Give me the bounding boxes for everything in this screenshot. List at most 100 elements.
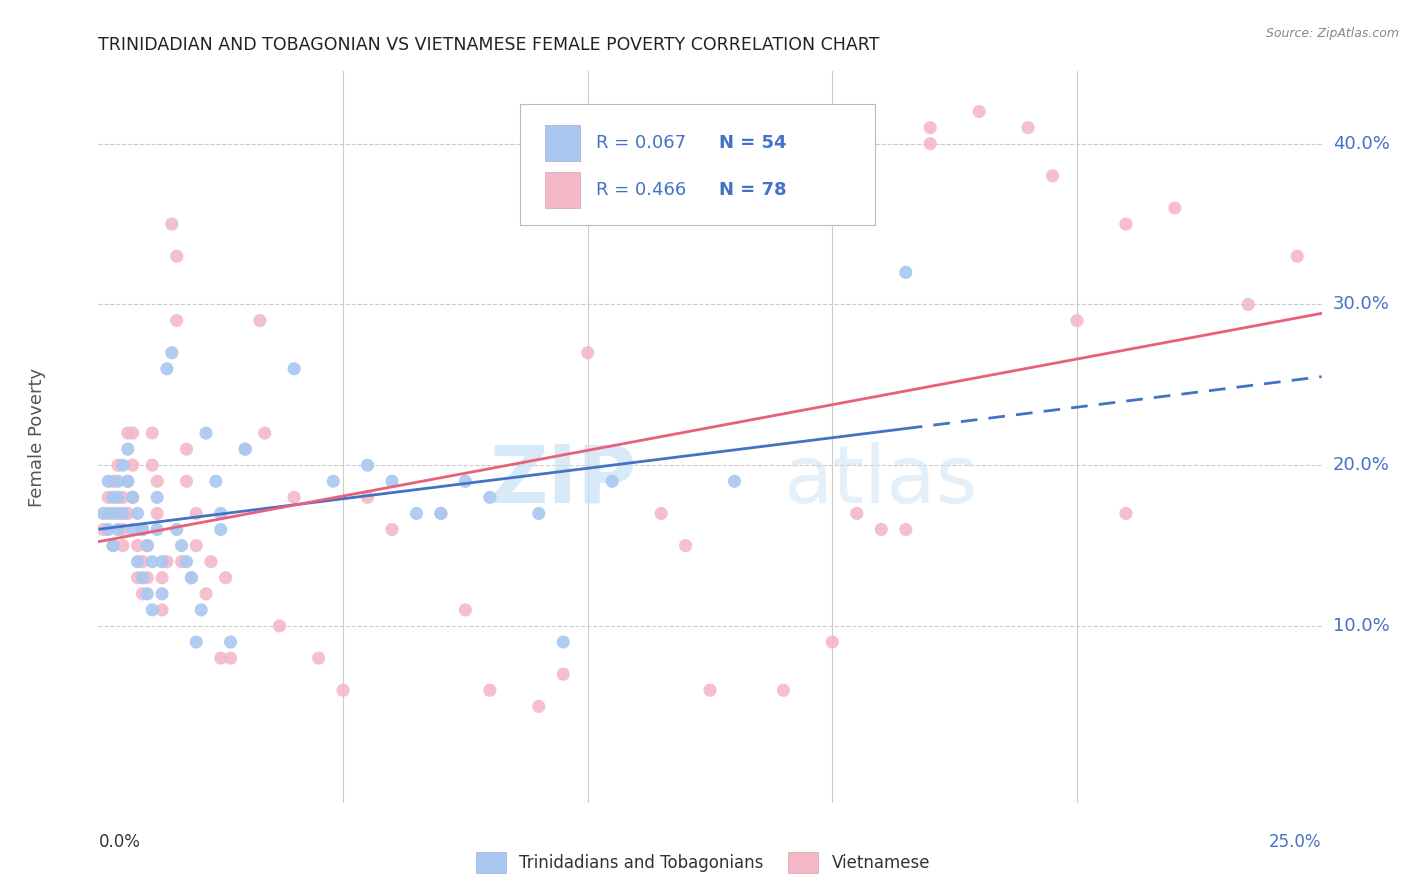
Point <box>454 475 477 489</box>
Point <box>381 475 404 489</box>
Point <box>91 523 114 537</box>
Point <box>101 491 124 505</box>
Point <box>91 507 114 521</box>
Point <box>170 539 193 553</box>
Point <box>127 507 149 521</box>
Point <box>253 425 276 440</box>
Point <box>478 683 501 698</box>
Point <box>478 491 501 505</box>
Point <box>127 571 149 585</box>
Point <box>967 104 990 119</box>
Point <box>121 491 143 505</box>
Point <box>219 635 242 649</box>
Point <box>111 539 134 553</box>
Point <box>117 425 139 440</box>
Legend: Trinidadians and Tobagonians, Vietnamese: Trinidadians and Tobagonians, Vietnamese <box>470 846 936 880</box>
Point <box>209 523 232 537</box>
Point <box>160 345 183 359</box>
Point <box>209 507 232 521</box>
Point <box>1042 169 1064 183</box>
Text: ZIP: ZIP <box>489 442 637 520</box>
Point <box>190 603 212 617</box>
Point <box>146 491 169 505</box>
Point <box>322 475 344 489</box>
Text: 30.0%: 30.0% <box>1333 295 1389 313</box>
Point <box>845 507 868 521</box>
Point <box>894 265 917 279</box>
Point <box>723 475 745 489</box>
Point <box>430 507 453 521</box>
Point <box>233 442 256 457</box>
Point <box>131 587 153 601</box>
Text: 20.0%: 20.0% <box>1333 456 1389 475</box>
Point <box>107 491 129 505</box>
Point <box>97 507 120 521</box>
Point <box>356 491 378 505</box>
Point <box>870 523 893 537</box>
Point <box>136 571 159 585</box>
Point <box>527 699 550 714</box>
Point <box>553 635 575 649</box>
Point <box>1115 217 1137 231</box>
Text: N = 54: N = 54 <box>718 134 786 152</box>
Point <box>131 571 153 585</box>
Point <box>107 458 129 473</box>
Point <box>127 539 149 553</box>
Point <box>576 345 599 359</box>
Point <box>650 507 672 521</box>
Text: TRINIDADIAN AND TOBAGONIAN VS VIETNAMESE FEMALE POVERTY CORRELATION CHART: TRINIDADIAN AND TOBAGONIAN VS VIETNAMESE… <box>98 36 880 54</box>
Point <box>160 217 183 231</box>
Text: 25.0%: 25.0% <box>1270 833 1322 851</box>
Point <box>111 458 134 473</box>
Point <box>699 683 721 698</box>
Point <box>107 475 129 489</box>
Point <box>600 475 623 489</box>
Point <box>146 475 169 489</box>
Point <box>219 651 242 665</box>
Point <box>131 523 153 537</box>
Point <box>156 361 179 376</box>
Point <box>553 667 575 681</box>
Point <box>117 475 139 489</box>
Text: R = 0.466: R = 0.466 <box>596 181 686 199</box>
Point <box>121 523 143 537</box>
Point <box>233 442 256 457</box>
Point <box>121 458 143 473</box>
Point <box>214 571 236 585</box>
Point <box>141 425 163 440</box>
Point <box>176 475 198 489</box>
Point <box>176 442 198 457</box>
Point <box>920 136 942 151</box>
Point <box>249 313 271 327</box>
Point <box>283 361 305 376</box>
Point <box>195 425 218 440</box>
Point <box>150 587 173 601</box>
Point <box>405 507 427 521</box>
FancyBboxPatch shape <box>546 125 581 161</box>
Point <box>131 523 153 537</box>
Point <box>150 571 173 585</box>
Text: 10.0%: 10.0% <box>1333 617 1389 635</box>
Point <box>141 458 163 473</box>
Point <box>180 571 202 585</box>
Point <box>107 507 129 521</box>
Point <box>97 523 120 537</box>
Point <box>308 651 330 665</box>
Point <box>200 555 222 569</box>
Point <box>180 571 202 585</box>
Point <box>209 651 232 665</box>
Point <box>131 555 153 569</box>
Text: atlas: atlas <box>783 442 977 520</box>
Point <box>111 523 134 537</box>
Point <box>1237 297 1260 311</box>
Point <box>101 539 124 553</box>
Point <box>1017 120 1039 135</box>
Point <box>146 523 169 537</box>
Text: N = 78: N = 78 <box>718 181 786 199</box>
Point <box>1164 201 1187 215</box>
Point <box>283 491 305 505</box>
Point <box>150 603 173 617</box>
Point <box>1115 507 1137 521</box>
Point <box>381 523 404 537</box>
Text: Source: ZipAtlas.com: Source: ZipAtlas.com <box>1265 27 1399 40</box>
